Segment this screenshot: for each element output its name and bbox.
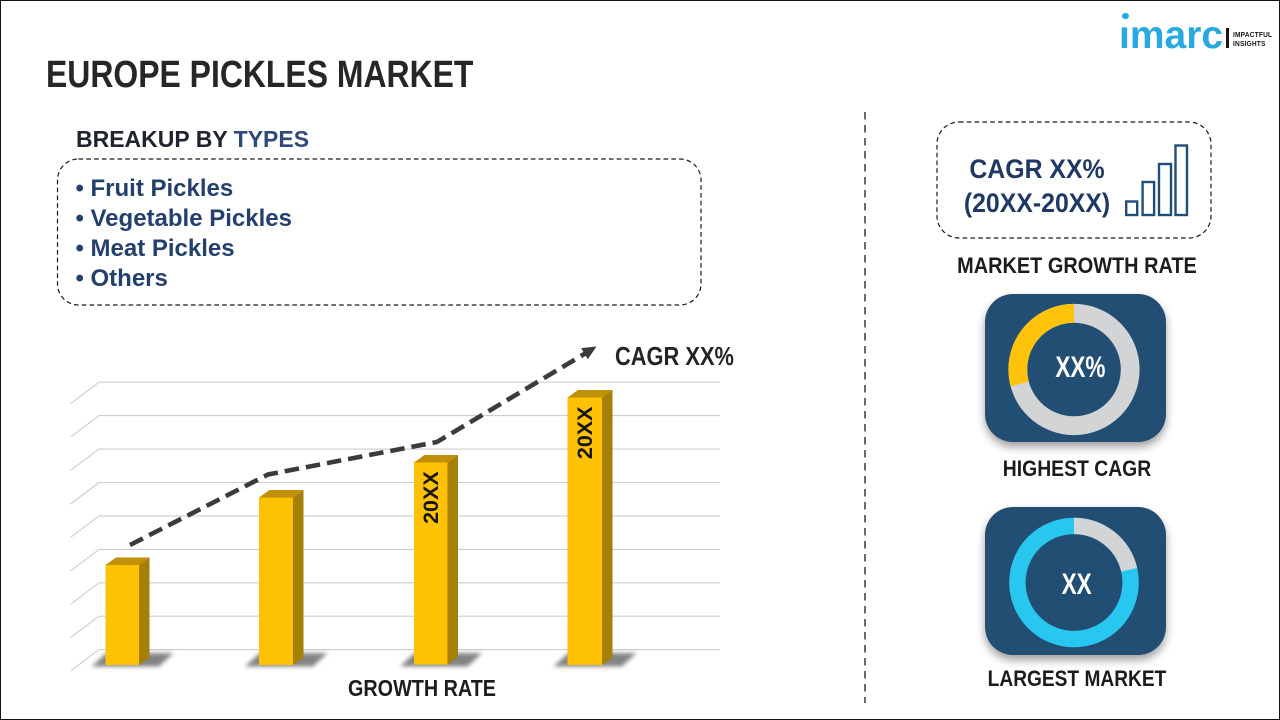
svg-text:20XX: 20XX — [573, 406, 597, 459]
svg-text:20XX: 20XX — [419, 471, 443, 524]
